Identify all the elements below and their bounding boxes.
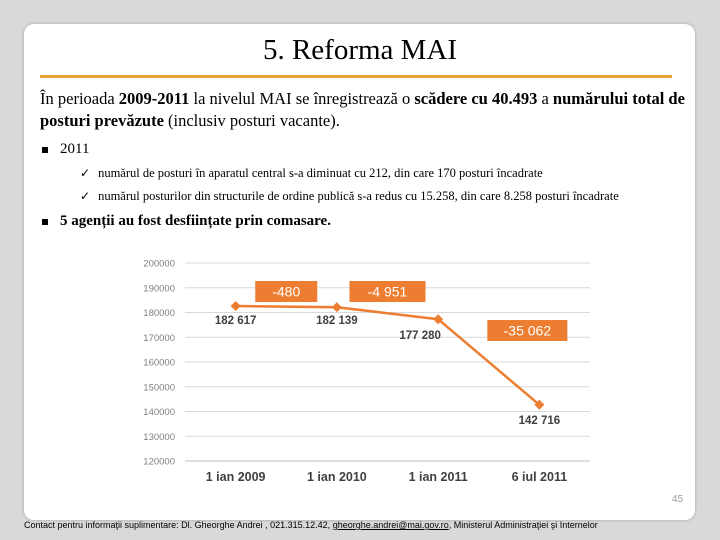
page-title: 5. Reforma MAI <box>262 34 458 66</box>
y-tick-label: 180000 <box>143 308 175 319</box>
chart-annotations: -480 -4 951 -35 062 <box>255 281 568 341</box>
footer-email-link[interactable]: gheorghe.andrei@mai.gov.ro <box>332 520 449 530</box>
x-tick-label: 1 ian 2009 <box>206 470 266 484</box>
data-label: 177 280 <box>399 330 441 342</box>
y-tick-label: 140000 <box>143 407 175 418</box>
intro-decrease: scădere cu 40.493 <box>414 89 538 108</box>
bullet-year-text: 2011 <box>60 141 90 157</box>
chart-y-axis: 200000 190000 180000 170000 160000 150000 1400… <box>143 259 175 468</box>
x-tick-label: 1 ian 2010 <box>307 470 367 484</box>
x-tick-label: 1 ian 2011 <box>409 470 468 484</box>
sub-bullet-public-order-text: numărul posturilor din structurile de or… <box>98 189 619 203</box>
data-label: 182 617 <box>215 315 257 327</box>
footer-text-2: , Ministerul Administraţiei şi Internelo… <box>448 520 598 530</box>
y-tick-label: 160000 <box>143 358 175 369</box>
chart-series: 182 617 182 139 177 280 142 716 <box>215 301 560 427</box>
y-tick-label: 120000 <box>143 457 175 468</box>
bullet-year: 2011 <box>42 141 89 158</box>
sub-bullet-public-order: ✓ numărul posturilor din structurile de o… <box>80 189 619 204</box>
footer-contact: Contact pentru informaţii suplimentare: … <box>24 520 598 530</box>
intro-total: numărului total de posturi prevăzute <box>40 89 685 130</box>
bullet-agencies: 5 agenții au fost desființate prin comas… <box>42 213 331 230</box>
annotation-label: -480 <box>272 284 300 300</box>
sub-bullet-central: ✓ numărul de posturi în aparatul central … <box>80 166 543 181</box>
series-line <box>235 304 541 406</box>
annotation-box <box>349 281 426 302</box>
page-number: 45 <box>672 494 684 505</box>
annotation-box <box>255 281 318 302</box>
intro-text-2: la nivelul MAI se înregistrează o <box>189 89 415 108</box>
y-tick-label: 130000 <box>143 432 175 443</box>
data-point <box>230 301 241 312</box>
y-tick-label: 170000 <box>143 333 175 344</box>
y-tick-label: 190000 <box>143 283 175 294</box>
annotation-label: -35 062 <box>504 323 552 339</box>
bullet-square-icon <box>42 146 48 153</box>
data-label: 142 716 <box>519 415 561 427</box>
checkmark-icon: ✓ <box>80 189 91 203</box>
intro-period: 2009-2011 <box>118 89 190 108</box>
intro-paragraph: În perioada 2009-2011 la nivelul MAI se … <box>40 88 690 132</box>
data-point <box>331 302 342 313</box>
intro-text-4: (inclusiv posturi vacante). <box>163 111 340 130</box>
checkmark-icon: ✓ <box>80 166 91 180</box>
y-tick-label: 150000 <box>143 382 175 393</box>
data-point <box>433 314 444 325</box>
bullet-square-icon <box>42 218 48 225</box>
bullet-agencies-text: 5 agenții au fost desființate prin comas… <box>60 213 331 229</box>
chart-x-axis: 1 ian 2009 1 ian 2010 1 ian 2011 6 iul 2011 <box>185 460 590 484</box>
title-divider <box>40 75 672 78</box>
data-point <box>534 399 545 410</box>
data-label: 182 139 <box>316 315 358 327</box>
y-tick-label: 200000 <box>143 259 175 270</box>
x-tick-label: 6 iul 2011 <box>512 470 568 484</box>
intro-text-3: a <box>537 89 553 108</box>
footer-text: Contact pentru informaţii suplimentare: … <box>24 520 333 530</box>
slide-panel <box>24 24 695 520</box>
annotation-box <box>487 320 568 341</box>
annotation-label: -4 951 <box>368 284 408 300</box>
intro-text-1: În perioada <box>40 89 119 108</box>
sub-bullet-central-text: numărul de posturi în aparatul central s… <box>98 166 543 180</box>
